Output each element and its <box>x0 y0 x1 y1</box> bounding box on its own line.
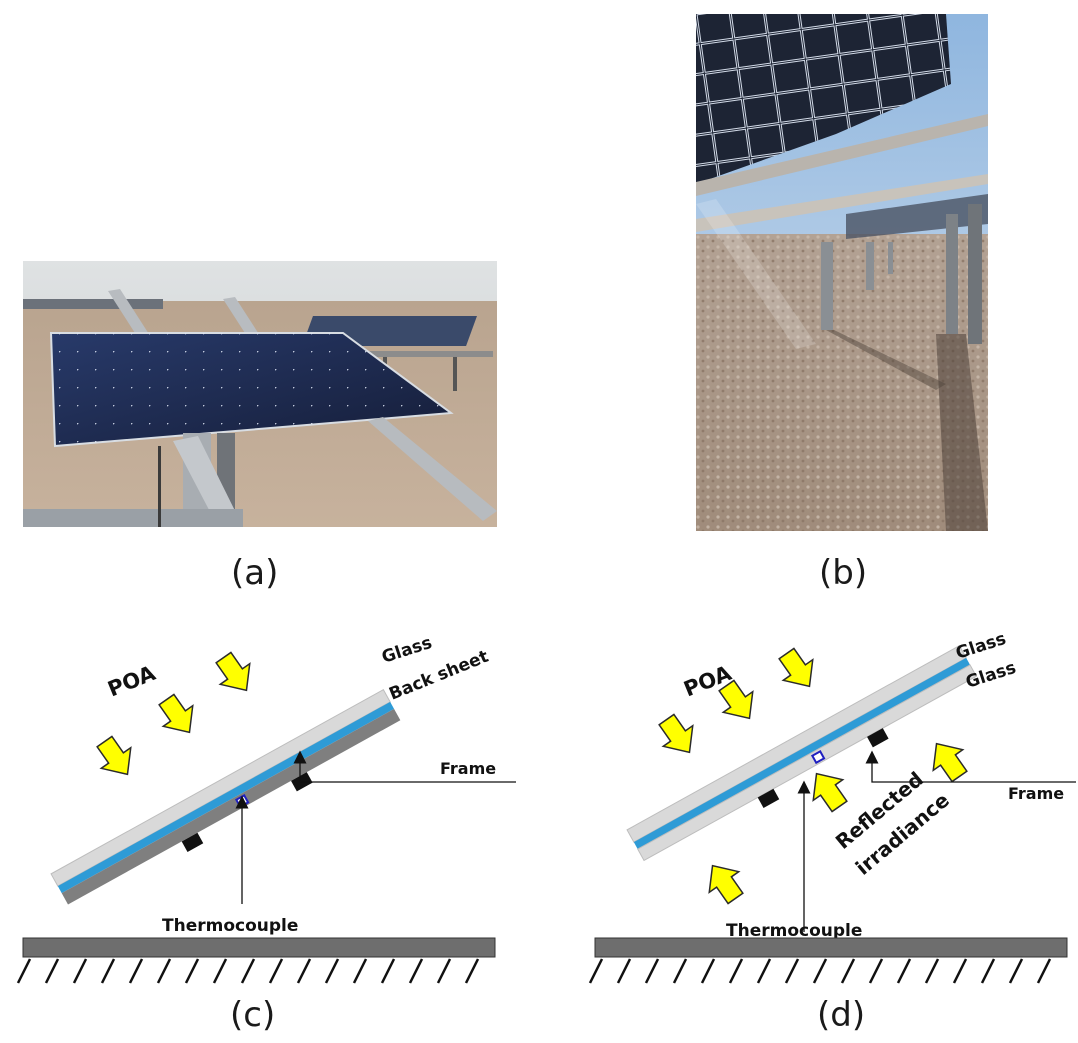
poa-arrow-icon <box>215 651 251 692</box>
poa-label: POA <box>104 661 159 702</box>
frame-callout-line <box>865 750 1076 783</box>
module-stack <box>626 644 978 862</box>
glass-label-rear: Glass <box>963 658 1018 693</box>
panel-label-c: (c) <box>230 995 276 1035</box>
reflected-arrow-icon <box>812 772 848 813</box>
reflected-arrow-icon <box>708 864 744 905</box>
panel-label-b: (b) <box>819 553 868 593</box>
frame-clip-left <box>757 788 780 808</box>
poa-arrow-icon <box>658 713 694 754</box>
poa-arrow-icon <box>158 693 194 734</box>
panel-label-a: (a) <box>231 553 279 593</box>
bifacial-module-illustration <box>696 14 988 531</box>
ground-surface <box>594 937 1068 958</box>
reflected-arrows <box>708 742 968 905</box>
panel-label-d: (d) <box>817 995 866 1035</box>
photo-bifacial-module <box>696 14 988 531</box>
poa-arrow-icon <box>778 647 814 688</box>
poa-arrow-icon <box>718 679 754 720</box>
photo-monofacial-module <box>23 261 497 527</box>
ground-hatching-d <box>588 958 1052 984</box>
ground-hatching-c <box>16 958 480 984</box>
thermocouple-label: Thermocouple <box>162 916 298 936</box>
poa-arrow-icon <box>96 735 132 776</box>
frame-clip-right <box>867 728 889 748</box>
monofacial-schematic: POA Glass Back sheet Frame Thermocouple <box>22 633 516 958</box>
frame-label: Frame <box>1008 784 1064 803</box>
module-stack <box>50 688 401 905</box>
poa-arrows <box>658 647 814 754</box>
front-glass-layer <box>626 644 967 843</box>
poa-arrows <box>96 651 251 776</box>
bifacial-schematic: POA Glass Glass Frame Thermocouple Refle… <box>594 632 1076 958</box>
backsheet-layer <box>61 708 401 905</box>
cell-layer <box>633 657 971 850</box>
monofacial-module-illustration <box>23 261 497 527</box>
cell-layer <box>57 701 395 894</box>
frame-clip-left <box>181 832 204 852</box>
ground-surface <box>22 937 496 958</box>
frame-callout-line <box>293 750 516 783</box>
thermocouple-sensor <box>810 750 826 765</box>
frame-label: Frame <box>440 759 496 778</box>
thermocouple-label: Thermocouple <box>726 921 862 941</box>
glass-label: Glass <box>379 633 434 668</box>
rear-glass-layer <box>637 664 978 862</box>
front-glass-layer <box>50 688 391 887</box>
glass-label-front: Glass <box>953 632 1008 664</box>
reflected-arrow-icon <box>932 742 968 783</box>
